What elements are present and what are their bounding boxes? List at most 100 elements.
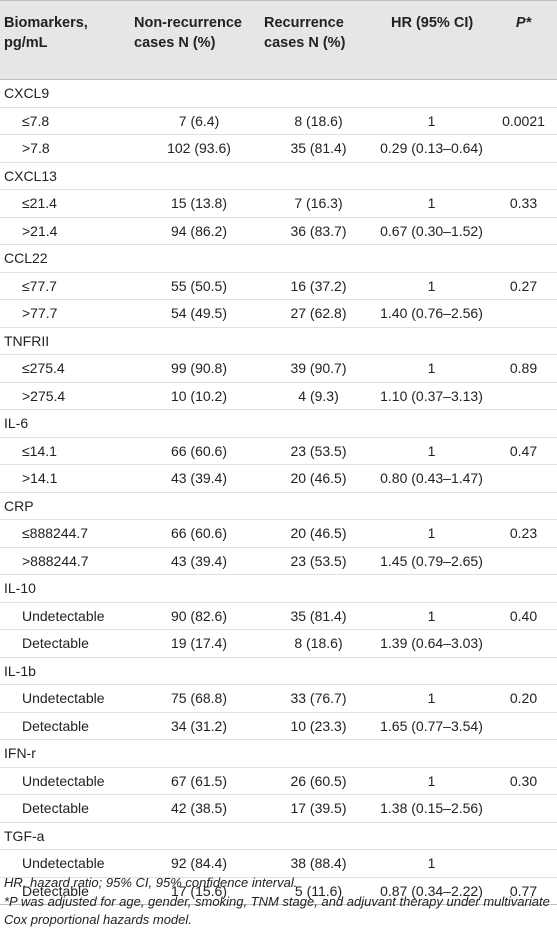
recurrence-cell: 38 (88.4) (264, 849, 373, 878)
p-value-cell (490, 299, 557, 328)
biomarker-name-cell: TNFRII (0, 327, 134, 355)
biomarker-name-cell: CCL22 (0, 244, 134, 273)
p-value-cell (490, 547, 557, 575)
p-value-cell: 0.27 (490, 272, 557, 300)
biomarker-label-cell: Undetectable (0, 849, 134, 878)
p-value-cell (490, 739, 557, 768)
non-recurrence-cell: 67 (61.5) (134, 767, 264, 795)
p-value-cell (490, 794, 557, 823)
table-header: Biomarkers, pg/mL Non-recurrence cases N… (0, 0, 557, 80)
hazard-ratio-cell: 0.29 (0.13–0.64) (373, 134, 490, 163)
table-row: Detectable 34 (31.2) 10 (23.3) 1.65 (0.77–3… (0, 712, 557, 740)
non-recurrence-cell (134, 327, 264, 355)
table-row: >7.8 102 (93.6) 35 (81.4) 0.29 (0.13–0.64) (0, 134, 557, 163)
hazard-ratio-cell: 1.65 (0.77–3.54) (373, 712, 490, 740)
hazard-ratio-cell: 1.38 (0.15–2.56) (373, 794, 490, 823)
biomarker-label-cell: Undetectable (0, 684, 134, 713)
p-value-cell: 0.33 (490, 189, 557, 218)
header-row: Biomarkers, pg/mL Non-recurrence cases N… (0, 0, 557, 80)
biomarker-label-cell: ≤275.4 (0, 354, 134, 383)
hazard-ratio-cell: 1 (373, 272, 490, 300)
recurrence-cell: 20 (46.5) (264, 464, 373, 493)
p-value-cell (490, 657, 557, 685)
non-recurrence-cell: 54 (49.5) (134, 299, 264, 328)
biomarker-label-cell: ≤21.4 (0, 189, 134, 218)
non-recurrence-cell (134, 162, 264, 190)
non-recurrence-cell: 7 (6.4) (134, 107, 264, 135)
non-recurrence-cell (134, 739, 264, 768)
biomarker-label-cell: >275.4 (0, 382, 134, 410)
header-p-value: P* (490, 0, 557, 80)
p-value-cell: 0.47 (490, 437, 557, 465)
recurrence-cell: 16 (37.2) (264, 272, 373, 300)
table-row: Detectable 42 (38.5) 17 (39.5) 1.38 (0.15–2… (0, 794, 557, 823)
biomarker-label-cell: Detectable (0, 629, 134, 658)
p-value-cell: 0.23 (490, 519, 557, 548)
p-value-cell (490, 162, 557, 190)
footnote-p-adjustment: *P was adjusted for age, gender, smoking… (4, 893, 550, 928)
table-row: ≤14.1 66 (60.6) 23 (53.5) 1 0.47 (0, 437, 557, 465)
recurrence-cell (264, 574, 373, 603)
hazard-ratio-cell: 1 (373, 354, 490, 383)
biomarker-label-cell: Detectable (0, 712, 134, 740)
biomarker-name-cell: IL-10 (0, 574, 134, 603)
non-recurrence-cell: 42 (38.5) (134, 794, 264, 823)
hazard-ratio-cell: 1 (373, 107, 490, 135)
recurrence-cell: 35 (81.4) (264, 602, 373, 630)
header-hr: HR (95% CI) (373, 0, 490, 80)
non-recurrence-cell: 43 (39.4) (134, 464, 264, 493)
recurrence-cell (264, 657, 373, 685)
biomarker-group-row: CRP (0, 492, 557, 520)
hazard-ratio-cell (373, 657, 490, 685)
biomarker-name-cell: IL-6 (0, 409, 134, 438)
non-recurrence-cell: 43 (39.4) (134, 547, 264, 575)
non-recurrence-cell (134, 244, 264, 273)
non-recurrence-cell: 66 (60.6) (134, 519, 264, 548)
hazard-ratio-cell: 0.87 (0.34–2.22) (373, 877, 490, 905)
biomarker-group-row: IFN-r (0, 739, 557, 768)
recurrence-cell: 23 (53.5) (264, 437, 373, 465)
p-value-cell (490, 327, 557, 355)
p-value-cell: 0.30 (490, 767, 557, 795)
hazard-ratio-cell: 1 (373, 519, 490, 548)
table-row: Undetectable 67 (61.5) 26 (60.5) 1 0.30 (0, 767, 557, 795)
non-recurrence-cell: 94 (86.2) (134, 217, 264, 245)
biomarker-name-cell: TGF-a (0, 822, 134, 850)
hazard-ratio-cell (373, 739, 490, 768)
non-recurrence-cell: 55 (50.5) (134, 272, 264, 300)
p-value-cell: 0.20 (490, 684, 557, 713)
biomarker-name-cell: CXCL13 (0, 162, 134, 190)
hazard-ratio-cell (373, 409, 490, 438)
biomarker-label-cell: >77.7 (0, 299, 134, 328)
table-row: ≤888244.7 66 (60.6) 20 (46.5) 1 0.23 (0, 519, 557, 548)
biomarker-group-row: TNFRII (0, 327, 557, 355)
non-recurrence-cell: 99 (90.8) (134, 354, 264, 383)
biomarker-label-cell: >14.1 (0, 464, 134, 493)
recurrence-cell (264, 244, 373, 273)
recurrence-cell: 39 (90.7) (264, 354, 373, 383)
table-row: ≤7.8 7 (6.4) 8 (18.6) 1 0.0021 (0, 107, 557, 135)
hazard-ratio-cell: 1.40 (0.76–2.56) (373, 299, 490, 328)
recurrence-cell: 8 (18.6) (264, 629, 373, 658)
recurrence-cell: 17 (39.5) (264, 794, 373, 823)
hazard-ratio-cell (373, 822, 490, 850)
p-value-cell (490, 409, 557, 438)
hazard-ratio-cell (373, 574, 490, 603)
table-row: >888244.7 43 (39.4) 23 (53.5) 1.45 (0.79–2.… (0, 547, 557, 575)
header-recurrence: Recurrence cases N (%) (264, 0, 373, 80)
recurrence-cell (264, 79, 373, 108)
hazard-ratio-cell: 1 (373, 602, 490, 630)
biomarker-group-row: CXCL13 (0, 162, 557, 190)
recurrence-cell (264, 327, 373, 355)
table-row: Undetectable 92 (84.4) 38 (88.4) 1 (0, 849, 557, 878)
hazard-ratio-cell (373, 492, 490, 520)
biomarker-label-cell: Undetectable (0, 767, 134, 795)
hazard-ratio-cell: 1 (373, 189, 490, 218)
recurrence-cell: 7 (16.3) (264, 189, 373, 218)
recurrence-cell: 23 (53.5) (264, 547, 373, 575)
hazard-ratio-cell: 0.80 (0.43–1.47) (373, 464, 490, 493)
recurrence-cell (264, 492, 373, 520)
recurrence-cell (264, 739, 373, 768)
p-value-cell (490, 492, 557, 520)
